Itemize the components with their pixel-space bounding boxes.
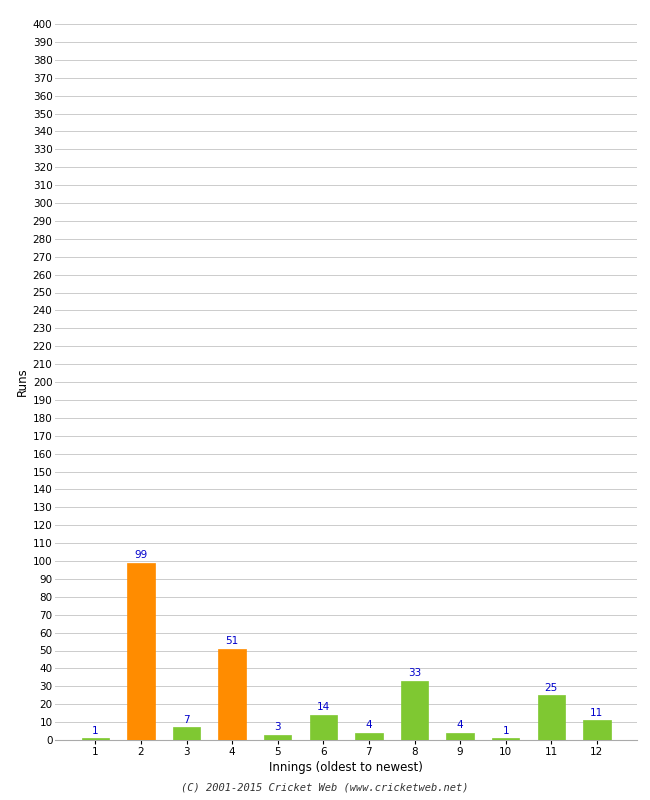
Bar: [447, 733, 474, 740]
Text: 11: 11: [590, 708, 603, 718]
Text: (C) 2001-2015 Cricket Web (www.cricketweb.net): (C) 2001-2015 Cricket Web (www.cricketwe…: [181, 782, 469, 792]
Y-axis label: Runs: Runs: [16, 368, 29, 396]
Bar: [218, 649, 246, 740]
X-axis label: Innings (oldest to newest): Innings (oldest to newest): [269, 761, 423, 774]
Text: 14: 14: [317, 702, 330, 712]
Text: 4: 4: [365, 720, 372, 730]
Text: 7: 7: [183, 714, 190, 725]
Text: 25: 25: [545, 682, 558, 693]
Bar: [82, 738, 109, 740]
Text: 1: 1: [502, 726, 509, 735]
Text: 3: 3: [274, 722, 281, 732]
Bar: [538, 695, 565, 740]
Text: 33: 33: [408, 668, 421, 678]
Bar: [401, 681, 428, 740]
Text: 1: 1: [92, 726, 99, 735]
Text: 4: 4: [457, 720, 463, 730]
Bar: [264, 734, 291, 740]
Text: 51: 51: [226, 636, 239, 646]
Bar: [309, 715, 337, 740]
Bar: [583, 720, 610, 740]
Bar: [127, 562, 155, 740]
Bar: [356, 733, 383, 740]
Text: 99: 99: [135, 550, 148, 560]
Bar: [492, 738, 519, 740]
Bar: [173, 727, 200, 740]
